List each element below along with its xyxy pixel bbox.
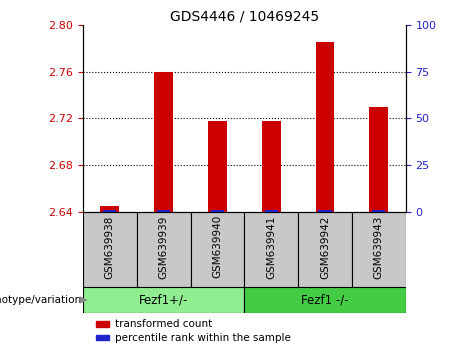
Bar	[190, 212, 244, 287]
Bar	[316, 42, 334, 212]
Bar	[352, 212, 406, 287]
Bar	[211, 210, 224, 212]
Bar	[157, 210, 170, 212]
Text: transformed count: transformed count	[115, 319, 213, 329]
Bar	[83, 287, 244, 313]
Bar	[100, 206, 119, 212]
Bar	[103, 210, 117, 212]
Bar	[262, 121, 281, 212]
Bar	[96, 335, 109, 340]
Title: GDS4446 / 10469245: GDS4446 / 10469245	[170, 10, 319, 24]
Text: Fezf1 -/-: Fezf1 -/-	[301, 293, 349, 307]
Text: GSM639938: GSM639938	[105, 215, 115, 279]
Bar	[319, 210, 331, 212]
Bar	[137, 212, 190, 287]
Text: GSM639939: GSM639939	[159, 215, 169, 279]
Bar	[244, 287, 406, 313]
Bar	[369, 107, 388, 212]
Bar	[298, 212, 352, 287]
Text: genotype/variation: genotype/variation	[0, 295, 82, 305]
Text: Fezf1+/-: Fezf1+/-	[139, 293, 189, 307]
Bar	[83, 212, 137, 287]
Text: GSM639943: GSM639943	[374, 215, 384, 279]
Bar	[154, 72, 173, 212]
Text: GSM639940: GSM639940	[213, 215, 223, 279]
Text: GSM639942: GSM639942	[320, 215, 330, 279]
Bar	[96, 321, 109, 326]
Bar	[372, 210, 385, 212]
Text: percentile rank within the sample: percentile rank within the sample	[115, 332, 291, 343]
Bar	[208, 121, 227, 212]
Bar	[244, 212, 298, 287]
Text: GSM639941: GSM639941	[266, 215, 276, 279]
Bar	[265, 210, 278, 212]
